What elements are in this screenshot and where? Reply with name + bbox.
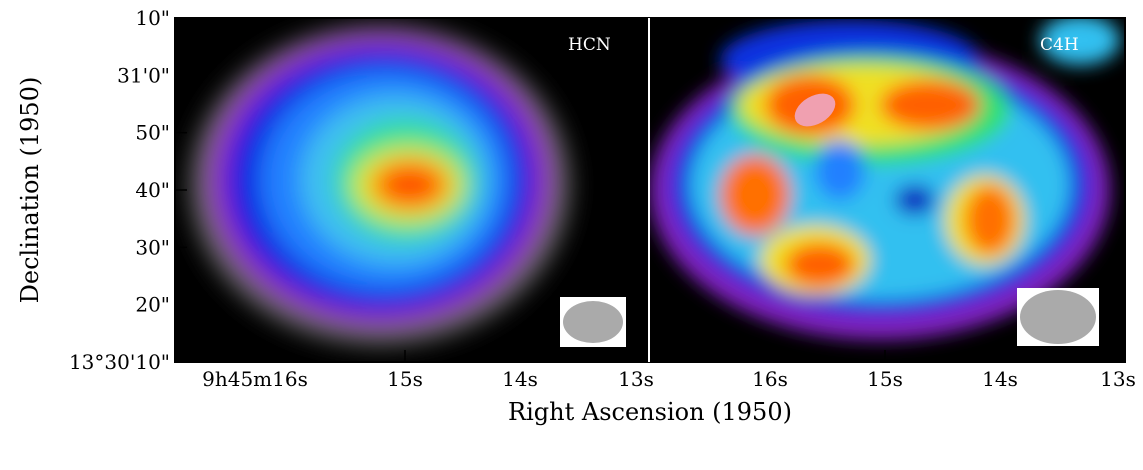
x-tick-label: 15s <box>867 367 903 391</box>
panel-label: C4H <box>1040 35 1079 55</box>
y-tick-label: 20" <box>135 293 170 317</box>
y-tick-label: 50" <box>135 121 170 145</box>
c4h-map <box>650 15 1125 362</box>
y-tick-label: 31'0" <box>117 63 170 87</box>
x-tick-label: 14s <box>502 367 538 391</box>
x-tick-label: 15s <box>387 367 423 391</box>
y-tick-label: 13°30'10" <box>69 350 170 374</box>
figure: HCN C4H Declination (1950) Right Ascensi… <box>0 0 1143 466</box>
x-tick-label: 13s <box>1100 367 1136 391</box>
x-tick-label: 9h45m16s <box>202 367 308 391</box>
x-tick-label: 14s <box>982 367 1018 391</box>
x-tick-label: 16s <box>752 367 788 391</box>
y-tick-label: 40" <box>135 178 170 202</box>
y-tick-label: 30" <box>135 235 170 259</box>
x-axis-title: Right Ascension (1950) <box>508 398 792 426</box>
y-tick-label: 10" <box>135 6 170 30</box>
panel-label: HCN <box>568 35 611 55</box>
hcn-map <box>175 18 648 362</box>
y-axis-title: Declination (1950) <box>16 77 44 304</box>
x-tick-label: 13s <box>618 367 654 391</box>
